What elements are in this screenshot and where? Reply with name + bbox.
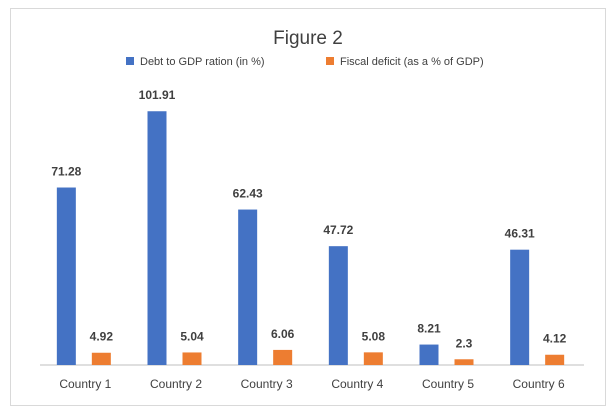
x-tick-label-country-2: Country 2	[150, 377, 202, 391]
x-tick-label-country-3: Country 3	[241, 377, 293, 391]
data-label-debt-country-1: 71.28	[51, 165, 81, 179]
bar-deficit-country-4	[363, 352, 383, 365]
legend-label-debt: Debt to GDP ration (in %)	[140, 56, 265, 68]
x-tick-label-country-1: Country 1	[59, 377, 111, 391]
legend-swatch-debt	[126, 57, 134, 65]
x-tick-label-country-5: Country 5	[422, 377, 474, 391]
bars-group: Country 1 71.28 4.92 Country 2 101.91 5.04 Cou…	[51, 88, 566, 391]
data-label-deficit-country-3: 6.06	[271, 327, 295, 341]
bar-debt-country-4	[328, 246, 348, 365]
bar-deficit-country-6	[545, 354, 565, 365]
bar-deficit-country-2	[182, 352, 202, 365]
data-label-deficit-country-6: 4.12	[543, 332, 567, 346]
bar-deficit-country-5	[454, 359, 474, 365]
chart-frame	[10, 8, 606, 406]
bar-debt-country-6	[510, 249, 530, 365]
data-label-debt-country-5: 8.21	[417, 322, 441, 336]
data-label-debt-country-2: 101.91	[139, 88, 176, 102]
data-label-debt-country-3: 62.43	[233, 187, 263, 201]
data-label-deficit-country-5: 2.3	[456, 336, 473, 350]
chart-title: Figure 2	[273, 28, 343, 49]
data-label-deficit-country-1: 4.92	[90, 330, 114, 344]
bar-debt-country-5	[419, 344, 439, 365]
data-label-debt-country-6: 46.31	[505, 227, 535, 241]
legend-label-deficit: Fiscal deficit (as a % of GDP)	[340, 56, 484, 68]
bar-deficit-country-3	[273, 349, 293, 365]
bar-debt-country-3	[238, 209, 258, 365]
data-label-deficit-country-2: 5.04	[180, 329, 204, 343]
bar-deficit-country-1	[91, 352, 111, 365]
x-tick-label-country-6: Country 6	[513, 377, 565, 391]
legend-swatch-deficit	[326, 57, 334, 65]
bar-debt-country-1	[56, 187, 76, 365]
x-tick-label-country-4: Country 4	[331, 377, 383, 391]
bar-debt-country-2	[147, 111, 167, 365]
data-label-debt-country-4: 47.72	[323, 223, 353, 237]
legend: Debt to GDP ration (in %) Fiscal deficit…	[126, 56, 484, 68]
data-label-deficit-country-4: 5.08	[362, 329, 386, 343]
